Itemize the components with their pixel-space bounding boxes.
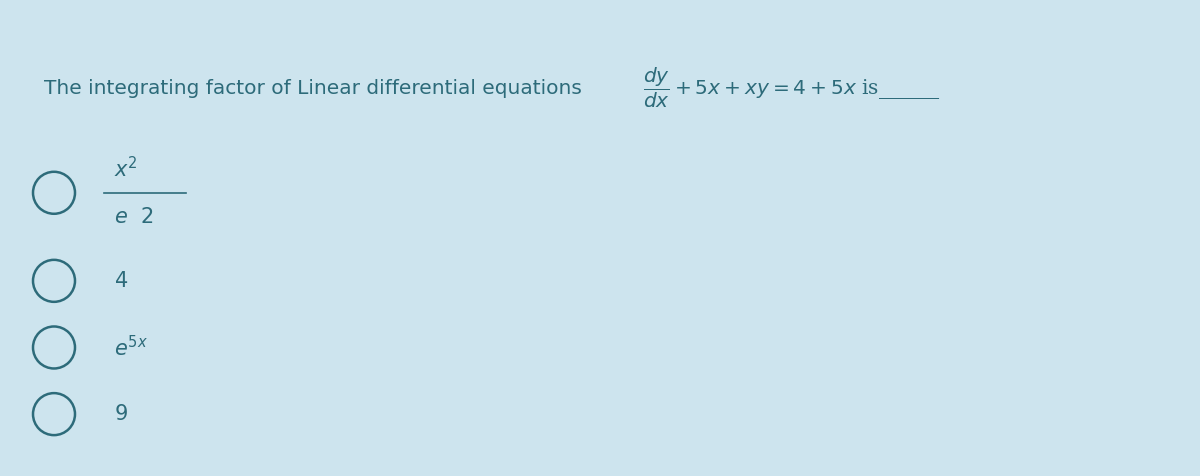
Text: $e^{5x}$: $e^{5x}$: [114, 335, 148, 360]
Text: $4$: $4$: [114, 271, 128, 291]
Text: $x^2$: $x^2$: [114, 157, 138, 181]
Text: $e\ \ 2$: $e\ \ 2$: [114, 207, 154, 227]
Text: $\dfrac{dy}{dx} + 5x + xy = 4 + 5x$ is______: $\dfrac{dy}{dx} + 5x + xy = 4 + 5x$ is__…: [643, 66, 941, 110]
Text: The integrating factor of Linear differential equations: The integrating factor of Linear differe…: [44, 79, 589, 98]
Text: $9$: $9$: [114, 404, 128, 424]
